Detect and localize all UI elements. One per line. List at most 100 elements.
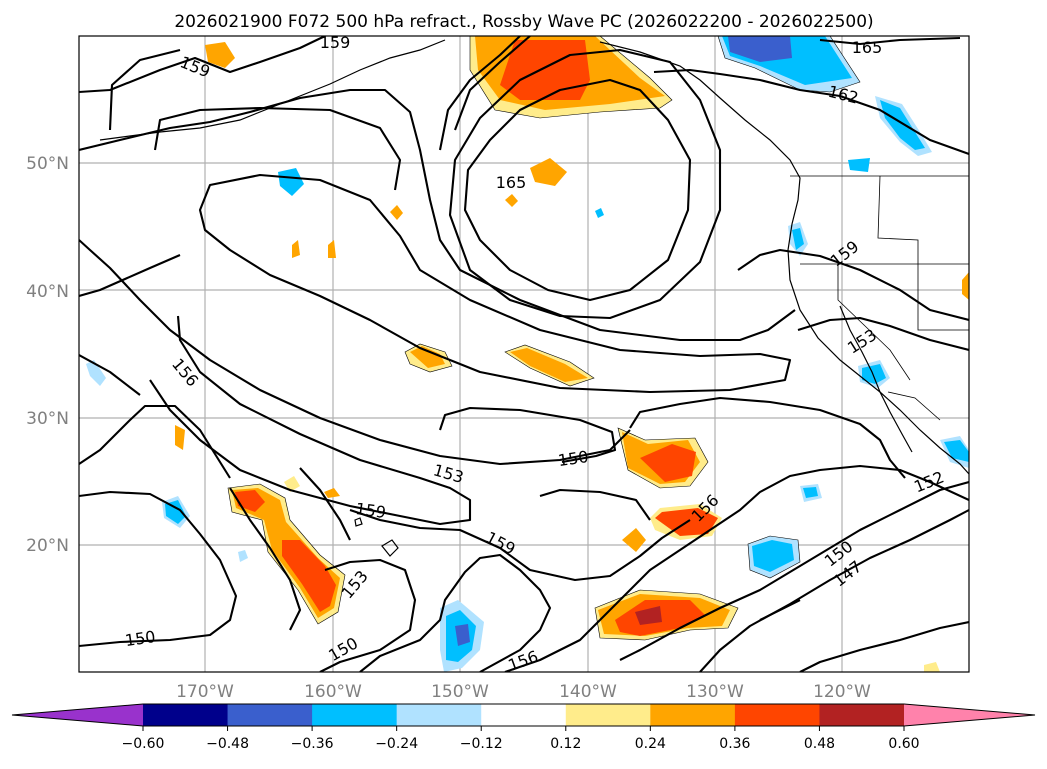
coast-hawaii-small [354, 517, 363, 527]
contour-159-inner [153, 106, 402, 191]
contour-162-east [653, 68, 969, 155]
contour-150-southeast [619, 480, 969, 661]
border-us-states [877, 175, 969, 331]
colorbar-tick-label: −0.36 [291, 736, 334, 752]
figure-title: 2026021900 F072 500 hPa refract., Rossby… [174, 12, 873, 32]
contour-150-west [79, 404, 231, 479]
shade-blob-35n [410, 346, 445, 368]
negative-anomaly-shading [86, 36, 969, 672]
graticule [79, 36, 969, 672]
contour-153-south [319, 558, 417, 672]
contour-159-short [299, 467, 351, 541]
colorbar-swatch [227, 704, 313, 726]
shade-socal [862, 364, 886, 384]
refractivity-contours [79, 36, 969, 672]
shade-small-5 [284, 476, 300, 492]
shade-nw-interior [880, 100, 925, 150]
contour-165-east [819, 36, 961, 46]
shade-small-6 [324, 488, 340, 498]
shade-north-blob [205, 42, 235, 68]
colorbar: −0.60 −0.48 −0.36 −0.24 −0.12 0.12 0.24 0.36 0.4… [11, 703, 1036, 752]
contour-153-east [797, 316, 969, 352]
colorbar-swatch [396, 704, 482, 726]
shade-small-2 [328, 240, 336, 258]
map-panel: 159 159 165 162 165 159 156 153 153 150 … [78, 35, 970, 673]
shade-mexico [944, 440, 969, 462]
lon-label-150w: 150°W [431, 682, 489, 702]
outline-gulf-alaska [469, 36, 673, 119]
lon-label-120w: 120°W [813, 682, 871, 702]
colorbar-swatch [143, 704, 229, 726]
colorbar-tick-label: −0.24 [375, 736, 418, 752]
contour-165-b [438, 36, 521, 151]
colorbar-swatch [819, 704, 905, 726]
colorbar-swatch [565, 704, 651, 726]
shade-small-1 [292, 240, 300, 258]
shade-west-edge [86, 360, 106, 386]
shade-east-edge [962, 272, 969, 300]
contour-label: 150 [124, 627, 157, 650]
colorbar-swatch [734, 704, 820, 726]
shade-blob-19n [752, 540, 794, 572]
contour-165-closed [463, 78, 692, 302]
shade-blob-27n-core [640, 444, 696, 482]
coast-north-america [599, 41, 969, 475]
anomaly-outlines [227, 36, 861, 641]
colorbar-extend-high [904, 704, 1035, 726]
shade-small-7 [924, 662, 940, 672]
contour-156-stub [79, 254, 181, 298]
lat-label-40n: 40°N [26, 282, 69, 302]
outline-blob-27n [617, 427, 709, 489]
coast-baja [839, 305, 913, 453]
shade-subtropic-core-b [282, 540, 336, 612]
latitude-labels: 50°N 40°N 30°N 20°N [26, 154, 69, 556]
shade-blob-13n-peak [635, 606, 662, 625]
contour-150-south [359, 553, 552, 672]
outline-blob-19n [747, 535, 801, 579]
contour-center-south [539, 488, 651, 521]
shade-mid-blob [530, 158, 567, 186]
outline-blob-35n [404, 343, 453, 373]
lon-label-160w: 160°W [304, 682, 362, 702]
longitude-labels: 170°W 160°W 150°W 140°W 130°W 120°W [176, 682, 871, 702]
shade-gulf-alaska-core [500, 40, 590, 100]
contour-156-west [79, 354, 141, 396]
contour-label: 150 [557, 447, 590, 470]
contour-159-north [79, 36, 326, 94]
outline-blob-34n [504, 344, 595, 387]
contour-label: 159 [354, 499, 387, 522]
shade-small-3 [390, 205, 403, 220]
contour-bottom-east [799, 620, 969, 672]
colorbar-tick-label: 0.48 [804, 736, 835, 752]
coast-hawaii [381, 539, 399, 557]
shade-blob-20n [622, 528, 646, 552]
contour-153 [79, 239, 631, 466]
colorbar-tick-label: −0.60 [122, 736, 165, 752]
shade-blob-28n [175, 425, 185, 450]
shade-blob-12n-core [455, 624, 470, 646]
contour-147-short [759, 599, 801, 621]
contour-label: 165 [852, 38, 883, 57]
shade-small-neg-2 [595, 208, 604, 218]
lat-label-50n: 50°N [26, 154, 69, 174]
shade-bc-coast [848, 158, 870, 172]
contour-147-southeast [699, 509, 969, 672]
shade-small-4 [505, 194, 518, 207]
contour-156-south [504, 464, 969, 672]
contour-150-sw [79, 490, 238, 648]
contour-159-closed-west [198, 173, 792, 394]
shade-oregon [792, 228, 804, 250]
contour-159-east [737, 248, 969, 322]
shade-small-neg-1 [238, 550, 248, 562]
lat-label-30n: 30°N [26, 409, 69, 429]
colorbar-tick-label: 0.12 [550, 736, 581, 752]
lon-label-140w: 140°W [559, 682, 617, 702]
contour-150-center [439, 406, 617, 464]
colorbar-swatch [481, 704, 567, 726]
contour-arc-outer [79, 88, 796, 342]
lon-label-130w: 130°W [686, 682, 744, 702]
map-frame [78, 35, 970, 673]
shade-blob-24n [803, 487, 818, 498]
